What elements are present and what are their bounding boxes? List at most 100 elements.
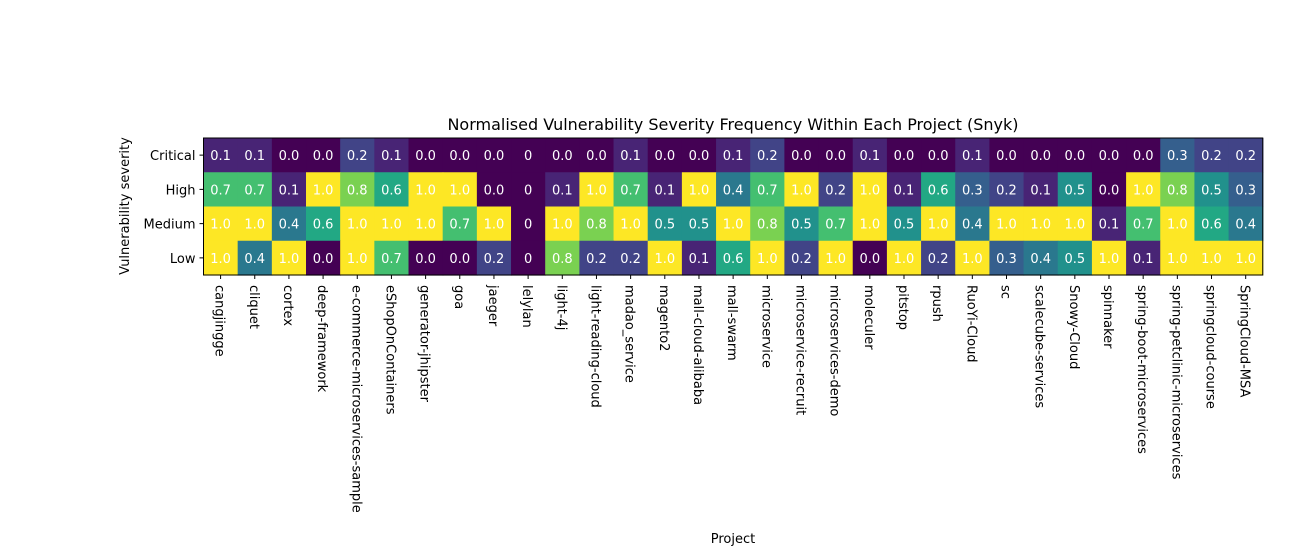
cell-value-label: 1.0	[723, 218, 744, 233]
cell-value-label: 0.6	[1201, 218, 1222, 233]
cell-value-label: 0.2	[484, 252, 505, 267]
cell-value-label: 0.0	[1133, 149, 1154, 164]
cell-value-label: 1.0	[1099, 252, 1120, 267]
cell-value-label: 1.0	[1201, 252, 1222, 267]
heatmap-cell	[818, 240, 854, 276]
heatmap-cell	[1194, 172, 1230, 208]
heatmap-cell	[921, 172, 956, 208]
x-tick-label: sc	[997, 285, 1012, 299]
heatmap-cell	[1228, 206, 1264, 242]
cell-value-label: 0.0	[449, 252, 470, 267]
cell-value-label: 0.3	[1167, 149, 1188, 164]
heatmap-cell	[237, 206, 273, 242]
heatmap-cell	[203, 240, 239, 276]
cell-value-label: 1.0	[279, 252, 300, 267]
cell-value-label: 0.7	[1133, 218, 1154, 233]
y-tick-label: Low	[170, 252, 196, 267]
cell-value-label: 0.7	[210, 183, 231, 198]
cell-value-label: 0	[524, 183, 532, 198]
cell-value-label: 1.0	[210, 218, 231, 233]
y-tick-label: Medium	[144, 218, 196, 233]
heatmap-cell	[886, 206, 922, 242]
x-tick-label: moleculer	[861, 285, 876, 350]
heatmap-cell	[681, 138, 717, 173]
cell-value-label: 0.0	[313, 252, 334, 267]
heatmap-cell	[1160, 240, 1196, 276]
cell-value-label: 0.0	[415, 252, 436, 267]
cell-value-label: 1.0	[244, 218, 265, 233]
x-tick-label: light-reading-cloud	[587, 285, 602, 408]
cell-value-label: 1.0	[210, 252, 231, 267]
heatmap-cell	[306, 138, 341, 173]
cell-value-label: 0.0	[825, 149, 846, 164]
heatmap-cell	[579, 206, 615, 242]
heatmap-cell	[511, 172, 546, 208]
heatmap-cell	[681, 240, 717, 276]
heatmap-cell	[784, 240, 820, 276]
cell-value-label: 1.0	[415, 218, 436, 233]
heatmap-cell	[1194, 240, 1230, 276]
heatmap-cell	[579, 240, 615, 276]
cell-value-label: 0.6	[381, 183, 402, 198]
x-tick-label: jaeger	[485, 284, 500, 327]
heatmap-cell	[476, 206, 512, 242]
heatmap-cell	[511, 240, 546, 276]
x-tick-label: deep-framework	[314, 285, 329, 393]
heatmap-cell	[1228, 240, 1264, 276]
cell-value-label: 0.6	[928, 183, 949, 198]
heatmap-cell	[1228, 172, 1264, 208]
heatmap-cell	[442, 206, 478, 242]
heatmap-cell	[784, 206, 820, 242]
cell-value-label: 0.1	[894, 183, 915, 198]
cell-value-label: 0.5	[1064, 183, 1085, 198]
heatmap-cell	[1091, 138, 1127, 173]
cell-value-label: 0.0	[552, 149, 573, 164]
cell-value-label: 0.8	[552, 252, 573, 267]
cell-value-label: 0.0	[1099, 149, 1120, 164]
cell-value-label: 1.0	[928, 218, 949, 233]
heatmap-cell	[955, 172, 991, 208]
heatmap-cell	[442, 172, 478, 208]
cell-value-label: 1.0	[1235, 252, 1256, 267]
heatmap-cell	[886, 138, 922, 173]
cell-value-label: 0.8	[586, 218, 607, 233]
heatmap-cell	[1160, 172, 1196, 208]
heatmap-cell	[886, 240, 922, 276]
cell-value-label: 0.5	[689, 218, 710, 233]
cell-value-label: 1.0	[347, 218, 368, 233]
cell-value-label: 0.0	[415, 149, 436, 164]
x-tick-label: spring-petclinic-microservices	[1168, 285, 1183, 480]
cell-value-label: 0.5	[1064, 252, 1085, 267]
heatmap-cell	[1091, 240, 1127, 276]
heatmap-cell	[408, 138, 444, 173]
cell-value-label: 1.0	[962, 252, 983, 267]
cell-value-label: 0.4	[279, 218, 300, 233]
heatmap-cell	[511, 138, 546, 173]
cell-value-label: 0.2	[928, 252, 949, 267]
cell-value-label: 0.0	[279, 149, 300, 164]
heatmap-cell	[579, 138, 615, 173]
heatmap-cell	[1023, 240, 1059, 276]
heatmap-cell	[1091, 206, 1127, 242]
x-tick-label: microservice-recruit	[792, 285, 807, 415]
cell-value-label: 0.1	[279, 183, 300, 198]
heatmap-cell	[921, 138, 956, 173]
heatmap-cell	[1228, 138, 1264, 173]
cell-value-label: 0.5	[791, 218, 812, 233]
y-axis-ticks: Critical High Medium Low	[144, 149, 204, 267]
cell-value-label: 0.0	[1030, 149, 1051, 164]
cell-value-label: 0.2	[996, 183, 1017, 198]
heatmap-cell	[237, 172, 273, 208]
cell-value-label: 0.3	[1235, 183, 1256, 198]
cell-value-label: 1.0	[757, 252, 778, 267]
x-tick-label: mall-cloud-alibaba	[690, 285, 705, 405]
cell-value-label: 0.2	[586, 252, 607, 267]
cell-value-label: 0.1	[620, 149, 641, 164]
heatmap-cell	[647, 206, 683, 242]
cell-value-label: 0.7	[620, 183, 641, 198]
x-tick-label: scalecube-services	[1032, 285, 1047, 408]
y-axis-label: Vulnerability severity	[118, 137, 133, 275]
heatmap-cell	[613, 240, 649, 276]
cell-value-label: 0.8	[347, 183, 368, 198]
